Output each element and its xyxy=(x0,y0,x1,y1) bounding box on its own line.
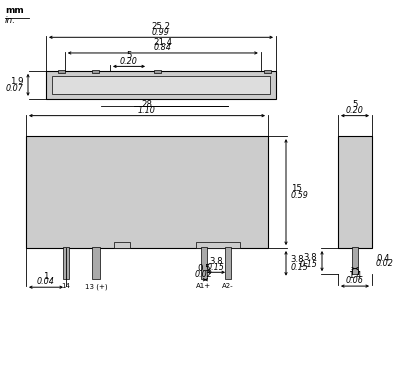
Bar xyxy=(26,136,268,248)
Text: 5: 5 xyxy=(126,51,132,60)
Bar xyxy=(226,247,231,279)
Bar xyxy=(92,70,99,73)
Text: 0.15: 0.15 xyxy=(207,263,225,272)
Text: 3.8: 3.8 xyxy=(209,257,223,266)
Text: 15: 15 xyxy=(291,184,302,193)
Text: 0.15: 0.15 xyxy=(299,260,317,269)
Text: 1.9: 1.9 xyxy=(10,76,23,86)
Bar xyxy=(196,242,240,248)
Bar xyxy=(338,136,372,248)
Text: 0.02: 0.02 xyxy=(376,259,394,268)
Text: 25.2: 25.2 xyxy=(152,22,170,31)
Text: 0.59: 0.59 xyxy=(291,191,309,200)
Text: A1+: A1+ xyxy=(196,283,212,289)
Text: A2-: A2- xyxy=(222,283,234,289)
Bar xyxy=(114,242,130,248)
Text: 0.4: 0.4 xyxy=(376,254,390,263)
Text: 0.99: 0.99 xyxy=(152,28,170,37)
Text: 28: 28 xyxy=(142,100,152,109)
Text: 1.4: 1.4 xyxy=(348,271,362,280)
Bar xyxy=(154,70,161,73)
Text: 0.15: 0.15 xyxy=(291,263,309,272)
Bar xyxy=(52,76,270,94)
Text: 0.5: 0.5 xyxy=(197,264,211,273)
Bar xyxy=(352,247,358,274)
Text: 0.84: 0.84 xyxy=(154,43,172,52)
Text: 0.04: 0.04 xyxy=(37,278,55,286)
Text: 0.07: 0.07 xyxy=(5,84,23,93)
Bar xyxy=(63,247,69,279)
Text: 13 (+): 13 (+) xyxy=(85,283,107,289)
Bar xyxy=(58,70,65,73)
Bar xyxy=(202,247,207,279)
Text: 0.20: 0.20 xyxy=(120,57,138,66)
Text: 0.02: 0.02 xyxy=(195,270,213,279)
Text: 3.8: 3.8 xyxy=(291,255,304,264)
Bar xyxy=(264,70,271,73)
Text: 0.06: 0.06 xyxy=(346,276,364,285)
Text: 14: 14 xyxy=(62,283,70,289)
Text: in.: in. xyxy=(5,16,16,25)
Text: 21.4: 21.4 xyxy=(153,38,172,47)
Text: 1: 1 xyxy=(43,272,49,281)
Text: 0.20: 0.20 xyxy=(346,106,364,115)
Bar xyxy=(46,71,276,99)
Text: 5: 5 xyxy=(352,100,358,109)
Text: mm: mm xyxy=(5,6,24,15)
Text: 3.8: 3.8 xyxy=(304,253,317,262)
Text: 1.10: 1.10 xyxy=(138,106,156,115)
Bar xyxy=(92,247,100,279)
